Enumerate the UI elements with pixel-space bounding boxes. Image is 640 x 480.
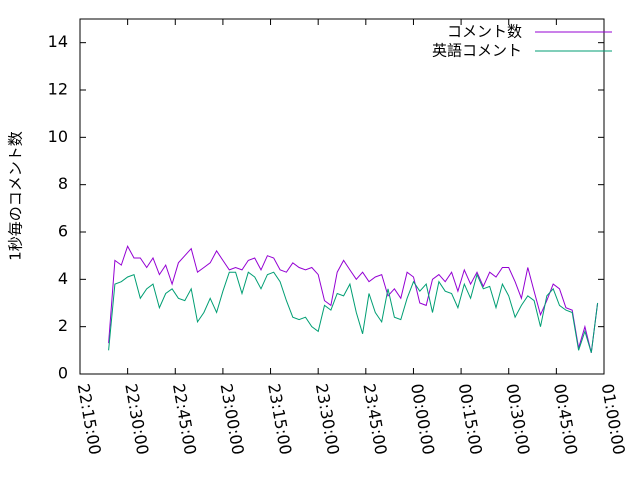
x-tick-label: 00:30:00 — [502, 382, 533, 456]
y-tick-label: 6 — [58, 222, 68, 241]
y-tick-label: 12 — [48, 80, 68, 99]
y-tick-label: 4 — [58, 269, 68, 288]
x-tick-label: 23:45:00 — [359, 382, 390, 456]
legend-label: 英語コメント — [432, 42, 522, 60]
y-tick-label: 2 — [58, 316, 68, 335]
series-line — [108, 244, 599, 353]
x-tick-label: 23:00:00 — [217, 382, 248, 456]
y-tick-label: 8 — [58, 174, 68, 193]
x-tick-label: 22:45:00 — [169, 382, 200, 456]
x-tick-label: 22:30:00 — [121, 382, 152, 456]
series-line — [108, 271, 599, 353]
x-tick-label: 23:15:00 — [264, 382, 295, 456]
y-tick-label: 10 — [48, 127, 68, 146]
x-tick-label: 00:45:00 — [550, 382, 581, 456]
y-tick-label: 0 — [58, 364, 68, 383]
y-tick-label: 14 — [48, 32, 68, 51]
y-axis-label: 1秒毎のコメント数 — [7, 131, 25, 261]
legend-label: コメント数 — [447, 23, 522, 41]
x-tick-label: 01:00:00 — [598, 382, 629, 456]
x-tick-label: 23:30:00 — [312, 382, 343, 456]
plot-border — [79, 18, 605, 375]
x-tick-label: 00:00:00 — [407, 382, 438, 456]
x-tick-label: 00:15:00 — [455, 382, 486, 456]
x-tick-label: 22:15:00 — [74, 382, 105, 456]
